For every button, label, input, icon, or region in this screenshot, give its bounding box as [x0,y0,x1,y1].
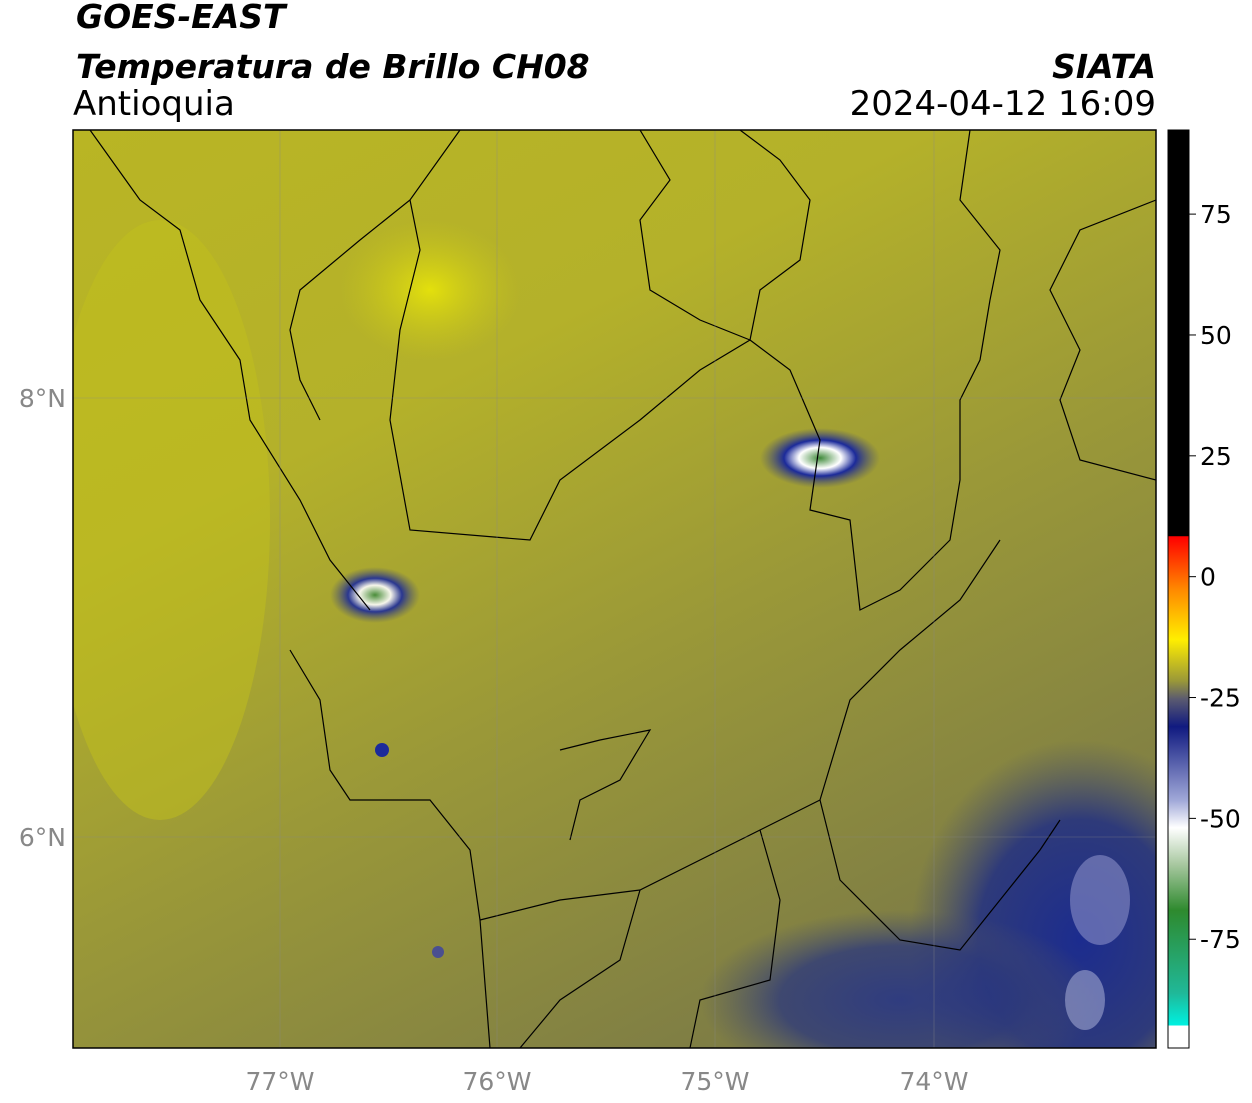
subtitle: Temperatura de Brillo CH08 [76,47,590,86]
map-image [73,130,1156,1048]
colorbar-tick-label: -75 [1200,925,1241,954]
title: GOES-EAST [76,0,288,36]
graticule [73,130,1156,1048]
map-frame [72,129,1157,1049]
colorbar-tick-label: -25 [1200,684,1241,713]
colorbar-tick-label: 0 [1200,563,1216,592]
lat-label: 8°N [19,384,66,413]
colorbar-tick-label: -50 [1200,804,1241,833]
colorbar-tick-label: 25 [1200,442,1232,471]
lon-label: 74°W [899,1067,968,1096]
source: SIATA [1052,47,1156,86]
colorbar-tick-label: 50 [1200,321,1232,350]
region: Antioquia [73,84,235,124]
lon-label: 76°W [462,1067,531,1096]
colorbar-tick-label: 75 [1200,200,1232,229]
colorbar [1167,129,1190,1049]
datetime: 2024-04-12 16:09 [850,84,1156,124]
lon-label: 75°W [680,1067,749,1096]
lat-label: 6°N [19,823,66,852]
lon-label: 77°W [245,1067,314,1096]
